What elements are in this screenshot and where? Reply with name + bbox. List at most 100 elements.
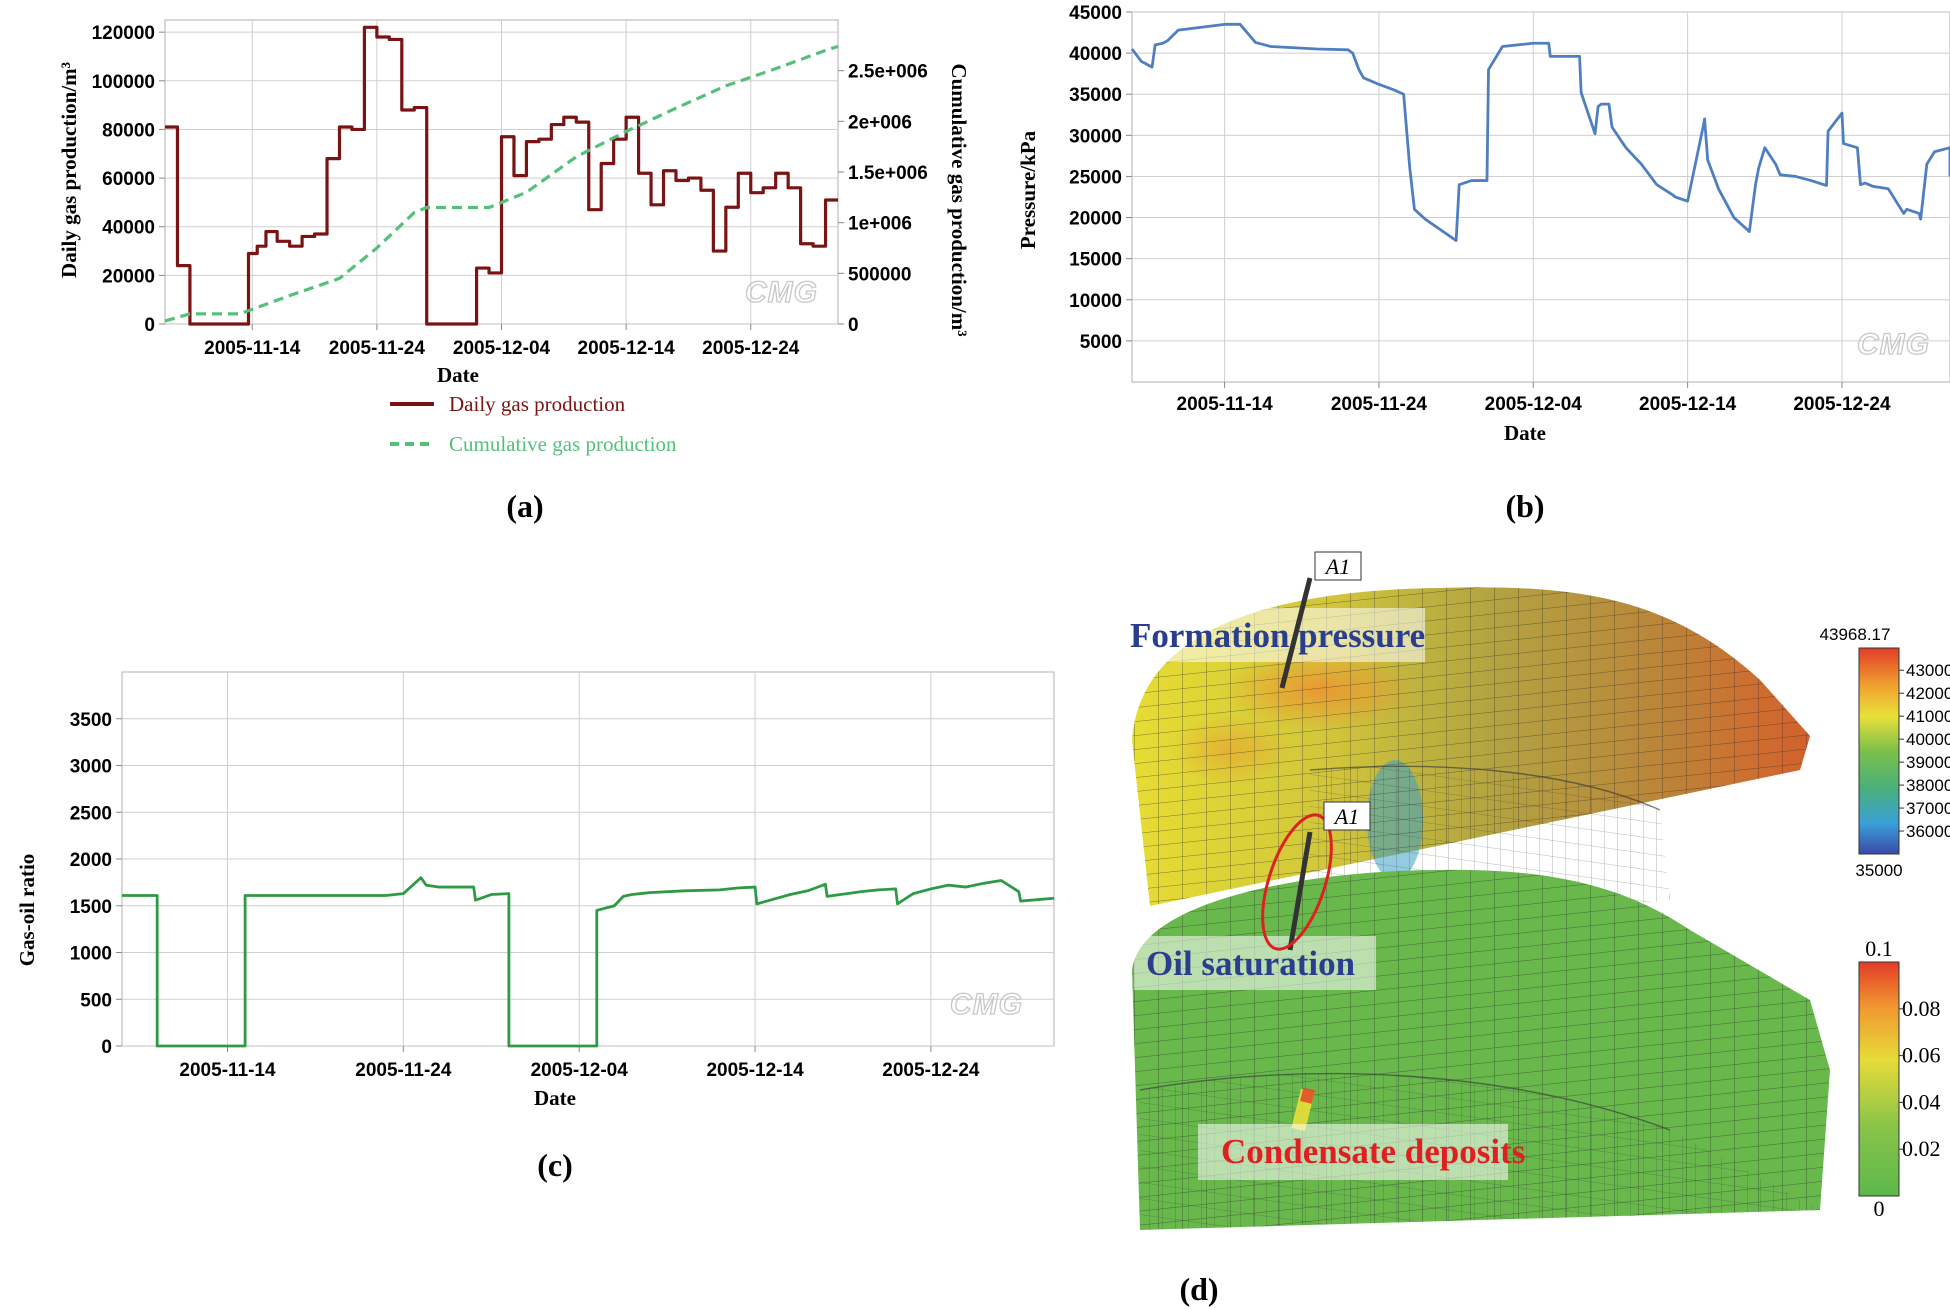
y2-tick-label: 2e+006 <box>848 112 912 133</box>
well-trajectory <box>1287 831 1313 951</box>
series-line-1 <box>1130 22 1950 242</box>
condensate-label-box <box>1198 1124 1508 1180</box>
pressure-colorbar-tick: 37000 <box>1906 799 1950 818</box>
y-tick-label: 30000 <box>1069 126 1122 147</box>
y2-tick-label: 500000 <box>848 264 911 285</box>
x-tick-label: 2005-12-14 <box>1639 394 1737 415</box>
y-tick-label: 0 <box>144 315 155 336</box>
series-line-1 <box>122 876 1055 1048</box>
x-tick-label: 2005-12-24 <box>882 1060 980 1081</box>
y-tick-label: 100000 <box>92 72 155 93</box>
well-label: A1 <box>1333 804 1359 829</box>
condensate-highlight-ring <box>1261 813 1333 951</box>
series-line-2 <box>164 44 839 323</box>
cmg-watermark: CMG <box>950 988 1023 1021</box>
y2-tick-label: 0 <box>848 315 859 336</box>
x-tick-label: 2005-11-14 <box>204 338 301 359</box>
pressure-model <box>1132 587 1810 940</box>
y2-tick-label: 2.5e+006 <box>848 62 928 83</box>
x-tick-label: 2005-12-24 <box>1793 394 1891 415</box>
y-axis-label-left: Daily gas production/m³ <box>57 62 81 278</box>
x-tick-label: 2005-11-24 <box>355 1060 452 1081</box>
y-tick-label: 15000 <box>1069 250 1122 271</box>
y-tick-label: 20000 <box>1069 209 1122 230</box>
y-tick-label: 40000 <box>1069 44 1122 65</box>
pressure-colorbar-tick: 36000 <box>1906 822 1950 841</box>
x-tick-label: 2005-12-14 <box>578 338 676 359</box>
y-axis-label-right: Cumulative gas production/m³ <box>947 63 971 336</box>
x-tick-label: 2005-12-04 <box>531 1060 629 1081</box>
y-tick-label: 35000 <box>1069 85 1122 106</box>
series-line-1 <box>165 25 838 326</box>
pressure-colorbar-max: 43968.17 <box>1820 625 1891 644</box>
pressure-colorbar-tick: 43000 <box>1906 661 1950 680</box>
y-tick-label: 10000 <box>1069 291 1122 312</box>
well-label: A1 <box>1324 554 1350 579</box>
y-tick-label: 25000 <box>1069 167 1122 188</box>
y-tick-label: 500 <box>80 990 112 1011</box>
legend: Daily gas production Cumulative gas prod… <box>390 392 677 456</box>
legend-label-cumulative: Cumulative gas production <box>449 432 677 456</box>
pressure-title: Formation pressure <box>1130 616 1425 655</box>
panel-a: 0 20000 40000 60000 80000 100000 120000 0 500000… <box>0 0 975 540</box>
y-axis-label: Pressure/kPa <box>1016 130 1040 249</box>
condensate-label: Condensate deposits <box>1221 1132 1525 1171</box>
plot-area: 0 500 1000 1500 2000 2500 3000 3500 2005-11-14 20… <box>70 671 1055 1081</box>
x-axis-label: Date <box>437 363 479 387</box>
y-tick-label: 1500 <box>70 897 112 918</box>
saturation-title: Oil saturation <box>1146 944 1355 983</box>
y-tick-label: 120000 <box>92 23 155 44</box>
x-tick-label: 2005-11-24 <box>1331 394 1428 415</box>
caption-b: (b) <box>1505 488 1544 524</box>
caption-d: (d) <box>1179 1271 1218 1307</box>
y-tick-label: 3500 <box>70 710 112 731</box>
x-tick-label: 2005-11-14 <box>179 1060 276 1081</box>
panel-c: 0 500 1000 1500 2000 2500 3000 3500 2005-11-14 20… <box>0 560 1080 1200</box>
panel-d: 43968.17 35000 0.1 0 Formation pressure … <box>1110 551 1950 1309</box>
panel-b: 5000 10000 15000 20000 25000 30000 35000 40000 4… <box>975 0 1950 540</box>
y2-tick-label: 1e+006 <box>848 214 912 235</box>
pressure-colorbar-min: 35000 <box>1855 861 1902 880</box>
legend-label-daily: Daily gas production <box>449 392 626 416</box>
x-tick-label: 2005-12-04 <box>453 338 551 359</box>
y-tick-label: 20000 <box>102 266 155 287</box>
y-axis-label: Gas-oil ratio <box>15 854 39 967</box>
plot-area: 5000 10000 15000 20000 25000 30000 35000 40000 4… <box>1069 3 1950 415</box>
caption-a: (a) <box>506 488 543 524</box>
y-tick-label: 60000 <box>102 169 155 190</box>
x-tick-label: 2005-11-24 <box>329 338 426 359</box>
pressure-colorbar-tick: 40000 <box>1906 730 1950 749</box>
saturation-colorbar-tick: 0.02 <box>1902 1136 1941 1161</box>
pressure-well: A1 <box>1279 551 1362 689</box>
saturation-colorbar <box>1858 961 1900 1197</box>
y-tick-label: 2000 <box>70 850 112 871</box>
saturation-colorbar-tick: 0.04 <box>1902 1089 1941 1114</box>
pressure-title-box <box>1120 608 1425 662</box>
x-axis-label: Date <box>534 1086 576 1110</box>
y-tick-label: 45000 <box>1069 3 1122 24</box>
y-tick-label: 0 <box>101 1037 112 1058</box>
cmg-watermark: CMG <box>1857 328 1930 361</box>
pressure-colorbar-tick: 39000 <box>1906 753 1950 772</box>
well-trajectory <box>1279 577 1313 689</box>
saturation-colorbar-max: 0.1 <box>1865 936 1893 961</box>
x-tick-label: 2005-12-14 <box>706 1060 804 1081</box>
y-tick-label: 40000 <box>102 218 155 239</box>
y-tick-label: 5000 <box>1080 332 1122 353</box>
saturation-well: A1 <box>1261 801 1371 951</box>
pressure-colorbar-tick: 41000 <box>1906 707 1950 726</box>
chart-c: 0 500 1000 1500 2000 2500 3000 3500 2005-11-14 20… <box>15 671 1055 1183</box>
y-tick-label: 2500 <box>70 803 112 824</box>
y-tick-label: 3000 <box>70 757 112 778</box>
chart-a: 0 20000 40000 60000 80000 100000 120000 0 500000… <box>57 19 971 524</box>
x-tick-label: 2005-11-14 <box>1177 394 1274 415</box>
chart-b: 5000 10000 15000 20000 25000 30000 35000 40000 4… <box>1016 3 1950 524</box>
saturation-colorbar-tick: 0.06 <box>1902 1043 1941 1068</box>
saturation-colorbar-min: 0 <box>1874 1196 1885 1221</box>
well-label-box <box>1323 801 1371 831</box>
y2-tick-label: 1.5e+006 <box>848 163 928 184</box>
y-tick-label: 1000 <box>70 944 112 965</box>
x-tick-label: 2005-12-24 <box>702 338 800 359</box>
pressure-colorbar-tick: 42000 <box>1906 684 1950 703</box>
y-tick-label: 80000 <box>102 120 155 141</box>
